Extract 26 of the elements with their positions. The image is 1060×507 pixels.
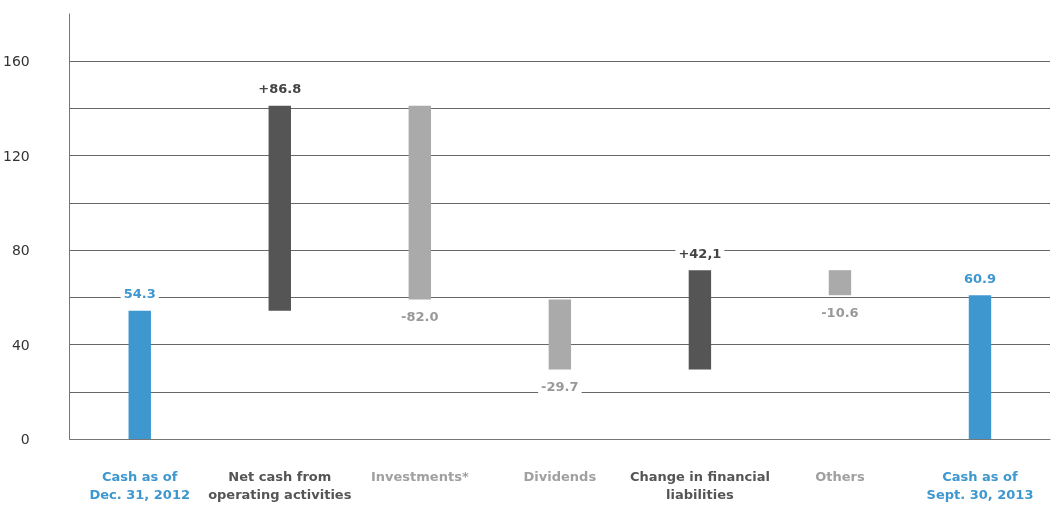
data-label: +42,1 xyxy=(678,245,722,261)
y-tick-label: 80 xyxy=(11,242,30,259)
x-tick-label: Others xyxy=(815,468,865,484)
bar xyxy=(828,270,852,296)
data-label: -29.7 xyxy=(541,379,579,395)
data-label: -82.0 xyxy=(401,308,439,324)
bar xyxy=(268,105,291,311)
data-label: 54.3 xyxy=(123,286,156,302)
x-tick-label: Investments* xyxy=(370,468,469,484)
bar xyxy=(548,299,572,370)
data-label: -10.6 xyxy=(821,304,859,320)
bar xyxy=(968,295,992,439)
x-tick-label: Cash as of Dec. 31, 2012 xyxy=(89,468,190,502)
y-tick-label: 0 xyxy=(20,431,30,447)
y-tick-label: 160 xyxy=(2,53,30,70)
bar xyxy=(128,310,151,439)
y-tick-label: 120 xyxy=(2,147,30,164)
x-tick-label: Net cash from operating activities xyxy=(208,468,352,502)
x-tick-label: Change in financial liabilities xyxy=(629,468,770,502)
x-tick-label: Cash as of Sept. 30, 2013 xyxy=(926,468,1034,502)
x-tick-label: Dividends xyxy=(523,468,597,484)
data-label: +86.8 xyxy=(258,81,302,97)
data-label: 60.9 xyxy=(963,270,997,286)
bar xyxy=(408,105,432,300)
y-tick-label: 40 xyxy=(11,336,30,353)
bar xyxy=(688,270,712,370)
